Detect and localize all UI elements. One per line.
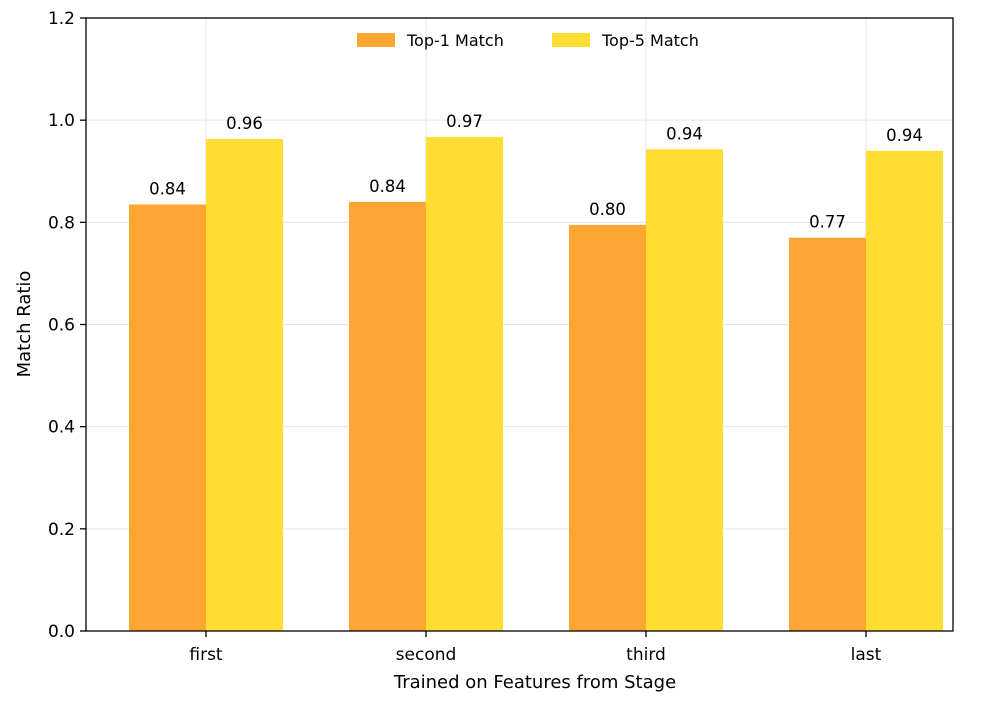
bar-value-labels: 0.84 0.84 0.80 0.77 0.96 0.97 0.94 0.94 (149, 112, 923, 232)
legend: Top-1 Match Top-5 Match (357, 31, 699, 50)
bar-top-5-match-first (206, 139, 283, 631)
y-tick-label: 1.0 (48, 111, 75, 131)
bar-value-label: 0.97 (446, 112, 483, 131)
bar-top-1-match-third (569, 224, 646, 631)
y-tick-label: 0.4 (48, 418, 75, 438)
bar-top-1-match-last (789, 237, 866, 632)
x-axis-ticks: first second third last (189, 631, 882, 665)
x-axis-label: Trained on Features from Stage (393, 672, 676, 693)
bar-value-label: 0.77 (809, 213, 846, 232)
y-tick-label: 0.2 (48, 520, 75, 540)
y-axis-ticks: 0.0 0.2 0.4 0.6 0.8 1.0 1.2 (48, 9, 86, 642)
y-tick-label: 0.6 (48, 316, 75, 336)
bar-top-5-match-third (646, 149, 723, 631)
y-tick-label: 0.8 (48, 213, 75, 233)
bar-top-1-match-first (129, 204, 206, 631)
legend-swatch (552, 33, 590, 47)
bar-value-label: 0.80 (589, 200, 626, 219)
bar-top-1-match-second (349, 201, 426, 631)
legend-swatch (357, 33, 395, 47)
bar-value-label: 0.96 (226, 114, 263, 133)
y-tick-label: 1.2 (48, 9, 75, 29)
legend-entry-label: Top-5 Match (601, 31, 699, 50)
bar-value-label: 0.84 (369, 177, 406, 196)
bar-value-label: 0.94 (666, 124, 703, 143)
y-tick-label: 0.0 (48, 622, 75, 642)
legend-entry-label: Top-1 Match (406, 31, 504, 50)
bars (129, 137, 943, 632)
bar-value-label: 0.94 (886, 126, 923, 145)
y-axis-label: Match Ratio (14, 271, 35, 378)
x-tick-label: first (189, 645, 223, 665)
x-tick-label: third (626, 645, 666, 665)
bar-top-5-match-last (866, 150, 943, 632)
x-tick-label: second (396, 645, 457, 665)
bar-value-label: 0.84 (149, 179, 186, 198)
bar-top-5-match-second (426, 137, 503, 631)
x-tick-label: last (851, 645, 882, 665)
